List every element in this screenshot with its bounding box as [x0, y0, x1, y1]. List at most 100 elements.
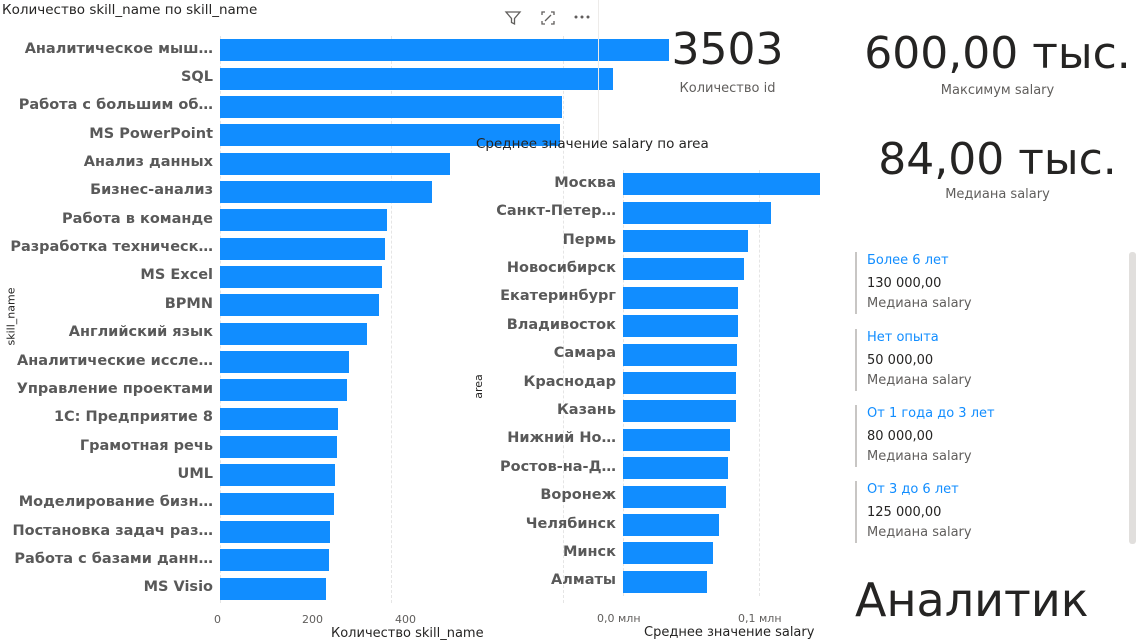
job-title-text: Аналитик	[855, 573, 1089, 627]
bar[interactable]	[623, 173, 820, 196]
kpi-count-id[interactable]: 3503 Количество id	[640, 20, 815, 110]
category-label: UML	[177, 465, 213, 482]
bar[interactable]	[220, 209, 388, 232]
bar[interactable]	[623, 201, 771, 224]
bar[interactable]	[623, 372, 736, 394]
category-label: Работа с большим об…	[18, 97, 213, 114]
category-label: Моделирование бизн…	[18, 494, 213, 511]
bar[interactable]	[220, 180, 432, 203]
skills-chart-title: Количество skill_name по skill_name	[2, 2, 258, 18]
bar[interactable]	[623, 485, 727, 508]
kpi-max-salary[interactable]: 600,00 тыс. Максимум salary	[860, 20, 1135, 110]
category-label: Алматы	[551, 572, 616, 589]
category-label: Самара	[553, 345, 616, 362]
bar[interactable]	[623, 400, 736, 423]
gridline	[758, 170, 760, 596]
experience-card: Более 6 лет 130 000,00 Медиана salary	[855, 252, 972, 314]
bar[interactable]	[220, 351, 349, 374]
bar[interactable]	[220, 549, 329, 572]
experience-median-value: 50 000,00	[867, 353, 934, 368]
bar[interactable]	[220, 265, 382, 288]
bar[interactable]	[623, 514, 720, 536]
experience-median-label: Медиана salary	[867, 373, 972, 388]
bar[interactable]	[220, 152, 450, 175]
category-label: Работа в команде	[62, 210, 213, 227]
focus-mode-icon[interactable]	[536, 7, 560, 29]
category-label: Английский язык	[68, 324, 213, 341]
skills-x-tick: 200	[302, 613, 323, 626]
bar[interactable]	[220, 492, 334, 515]
bar[interactable]	[623, 258, 744, 281]
experience-median-label: Медиана salary	[867, 525, 972, 540]
category-label: Москва	[554, 174, 616, 191]
category-label: Новосибирск	[506, 259, 616, 276]
category-label: Постановка задач раз…	[12, 522, 213, 539]
experience-median-label: Медиана salary	[867, 296, 972, 311]
area-chart-title: Среднее значение salary по area	[476, 136, 709, 152]
category-label: 1С: Предприятие 8	[53, 409, 213, 426]
category-label: Аналитические иссле…	[17, 352, 213, 369]
category-label: Нижний Но…	[507, 430, 616, 447]
category-label: Екатеринбург	[500, 288, 616, 305]
category-label: Санкт-Петер…	[496, 203, 616, 220]
category-label: Челябинск	[525, 515, 616, 532]
category-label: Бизнес-анализ	[90, 182, 213, 199]
filter-icon[interactable]	[501, 7, 525, 29]
area-x-axis-title: Среднее значение salary	[644, 625, 815, 640]
bar[interactable]	[623, 230, 748, 252]
bar[interactable]	[220, 521, 330, 544]
category-label: MS PowerPoint	[89, 125, 213, 142]
bar[interactable]	[623, 315, 739, 338]
kpi-value: 3503	[671, 24, 784, 75]
kpi-label: Количество id	[679, 81, 776, 96]
bar[interactable]	[220, 294, 379, 317]
category-label: Анализ данных	[83, 154, 213, 171]
experience-median-label: Медиана salary	[867, 449, 972, 464]
area-chart[interactable]: Среднее значение salary по area area Мос…	[470, 130, 840, 643]
area-x-tick: 0,0 млн	[597, 612, 641, 625]
experience-card: От 3 до 6 лет 125 000,00 Медиана salary	[855, 481, 972, 543]
experience-median-value: 125 000,00	[867, 505, 942, 520]
bar[interactable]	[220, 436, 337, 459]
bar[interactable]	[220, 407, 339, 430]
bar[interactable]	[623, 542, 713, 565]
kpi-value: 600,00 тыс.	[864, 28, 1131, 79]
experience-median-value: 80 000,00	[867, 429, 934, 444]
gridline	[220, 36, 221, 603]
bar[interactable]	[623, 428, 731, 451]
bar[interactable]	[220, 124, 561, 147]
skills-y-axis-title: skill_name	[4, 287, 18, 346]
bar[interactable]	[220, 379, 347, 402]
experience-cards[interactable]: Более 6 лет 130 000,00 Медиана salary Не…	[855, 252, 1130, 552]
bar[interactable]	[220, 577, 327, 600]
gridline	[391, 36, 393, 603]
category-label: Работа с базами данн…	[14, 550, 213, 567]
area-x-tick: 0,1 млн	[738, 612, 782, 625]
bar[interactable]	[220, 237, 386, 260]
category-label: SQL	[180, 69, 213, 86]
bar[interactable]	[623, 570, 708, 593]
bar[interactable]	[623, 286, 739, 309]
bar[interactable]	[220, 67, 613, 90]
skills-x-tick: 400	[395, 613, 416, 626]
bar[interactable]	[220, 39, 670, 62]
more-options-icon[interactable]	[570, 5, 594, 27]
kpi-median-salary[interactable]: 84,00 тыс. Медиана salary	[860, 130, 1135, 210]
experience-card: От 1 года до 3 лет 80 000,00 Медиана sal…	[855, 405, 995, 467]
bar[interactable]	[220, 322, 368, 345]
category-label: Управление проектами	[16, 380, 213, 397]
category-label: Аналитическое мыш…	[24, 40, 213, 57]
category-label: Разработка техническ…	[10, 239, 213, 256]
kpi-label: Медиана salary	[945, 187, 1050, 202]
category-label: BPMN	[164, 295, 213, 312]
bar[interactable]	[623, 343, 738, 366]
skills-chart[interactable]: Количество skill_name по skill_name skil…	[0, 0, 670, 643]
bar[interactable]	[220, 95, 562, 118]
experience-card: Нет опыта 50 000,00 Медиана salary	[855, 329, 972, 391]
card-scrollbar[interactable]	[1129, 252, 1136, 544]
bar[interactable]	[623, 457, 728, 480]
skills-x-axis-title: Количество skill_name	[331, 626, 484, 641]
bar[interactable]	[220, 464, 335, 487]
category-label: Краснодар	[523, 373, 616, 390]
category-label: MS Excel	[140, 267, 213, 284]
